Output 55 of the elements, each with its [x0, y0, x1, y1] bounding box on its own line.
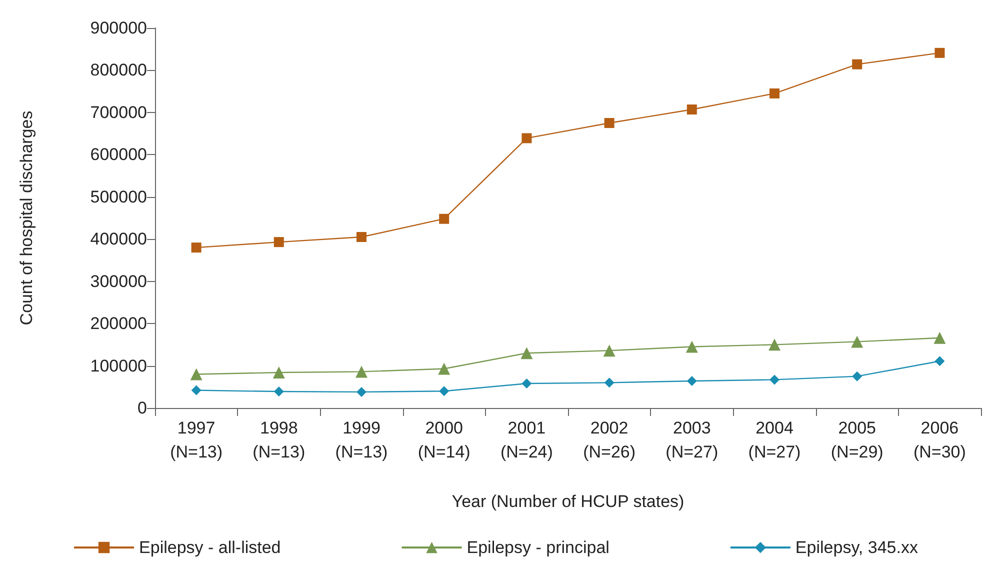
point: [604, 378, 614, 388]
point: [604, 118, 614, 128]
point: [851, 336, 864, 348]
point: [522, 133, 532, 144]
point: [768, 338, 780, 351]
point: [191, 242, 202, 253]
y-tick-label: 500000: [90, 187, 147, 206]
point: [190, 368, 202, 380]
point: [356, 386, 366, 397]
point: [274, 386, 284, 397]
x-tick-label: 2001 (N=24): [500, 418, 553, 462]
x-tick-label: 2003 (N=27): [666, 418, 718, 462]
x-tick-label: 2005 (N=29): [830, 418, 884, 462]
point: [770, 88, 780, 98]
y-axis-title: Count of hospital discharges: [17, 110, 36, 326]
y-tick-label: 0: [138, 398, 147, 418]
point: [934, 48, 945, 58]
x-tick-label: 2006 (N=30): [913, 418, 966, 462]
point: [356, 232, 366, 242]
y-tick-label: 900000: [90, 18, 147, 38]
point: [852, 59, 862, 70]
y-tick-label: 600000: [90, 145, 147, 164]
point: [272, 366, 285, 379]
y-tick-label: 400000: [90, 230, 147, 249]
point: [439, 386, 450, 396]
x-tick-label: 1997 (N=13): [170, 418, 223, 462]
y-tick-label: 200000: [90, 314, 147, 334]
legend-label: Epilepsy - principal: [466, 538, 610, 557]
x-tick-label: 2000 (N=14): [418, 418, 470, 462]
point: [439, 214, 450, 224]
point: [934, 356, 945, 366]
point: [852, 371, 862, 382]
x-tick-label: 1998 (N=13): [252, 418, 306, 462]
x-tick-label: 1999 (N=13): [335, 418, 388, 462]
point: [522, 378, 532, 389]
point: [191, 385, 202, 396]
legend-label: Epilepsy, 345.xx: [795, 538, 918, 557]
point: [770, 374, 780, 385]
point: [356, 366, 368, 378]
y-tick-label: 100000: [90, 356, 147, 376]
point: [686, 340, 698, 353]
y-tick-label: 700000: [90, 102, 147, 122]
x-axis-title: Year (Number of HCUP states): [452, 492, 684, 511]
point: [686, 104, 697, 114]
point: [603, 344, 616, 357]
y-tick-label: 300000: [90, 272, 147, 291]
point: [274, 237, 284, 248]
y-tick-label: 800000: [90, 60, 147, 80]
point: [520, 347, 533, 360]
point: [934, 332, 946, 344]
x-tick-label: 2002 (N=26): [583, 418, 636, 462]
x-tick-label: 2004 (N=27): [748, 418, 801, 462]
point: [438, 362, 450, 375]
legend-label: Epilepsy - all-listed: [139, 538, 281, 557]
point: [686, 376, 697, 386]
